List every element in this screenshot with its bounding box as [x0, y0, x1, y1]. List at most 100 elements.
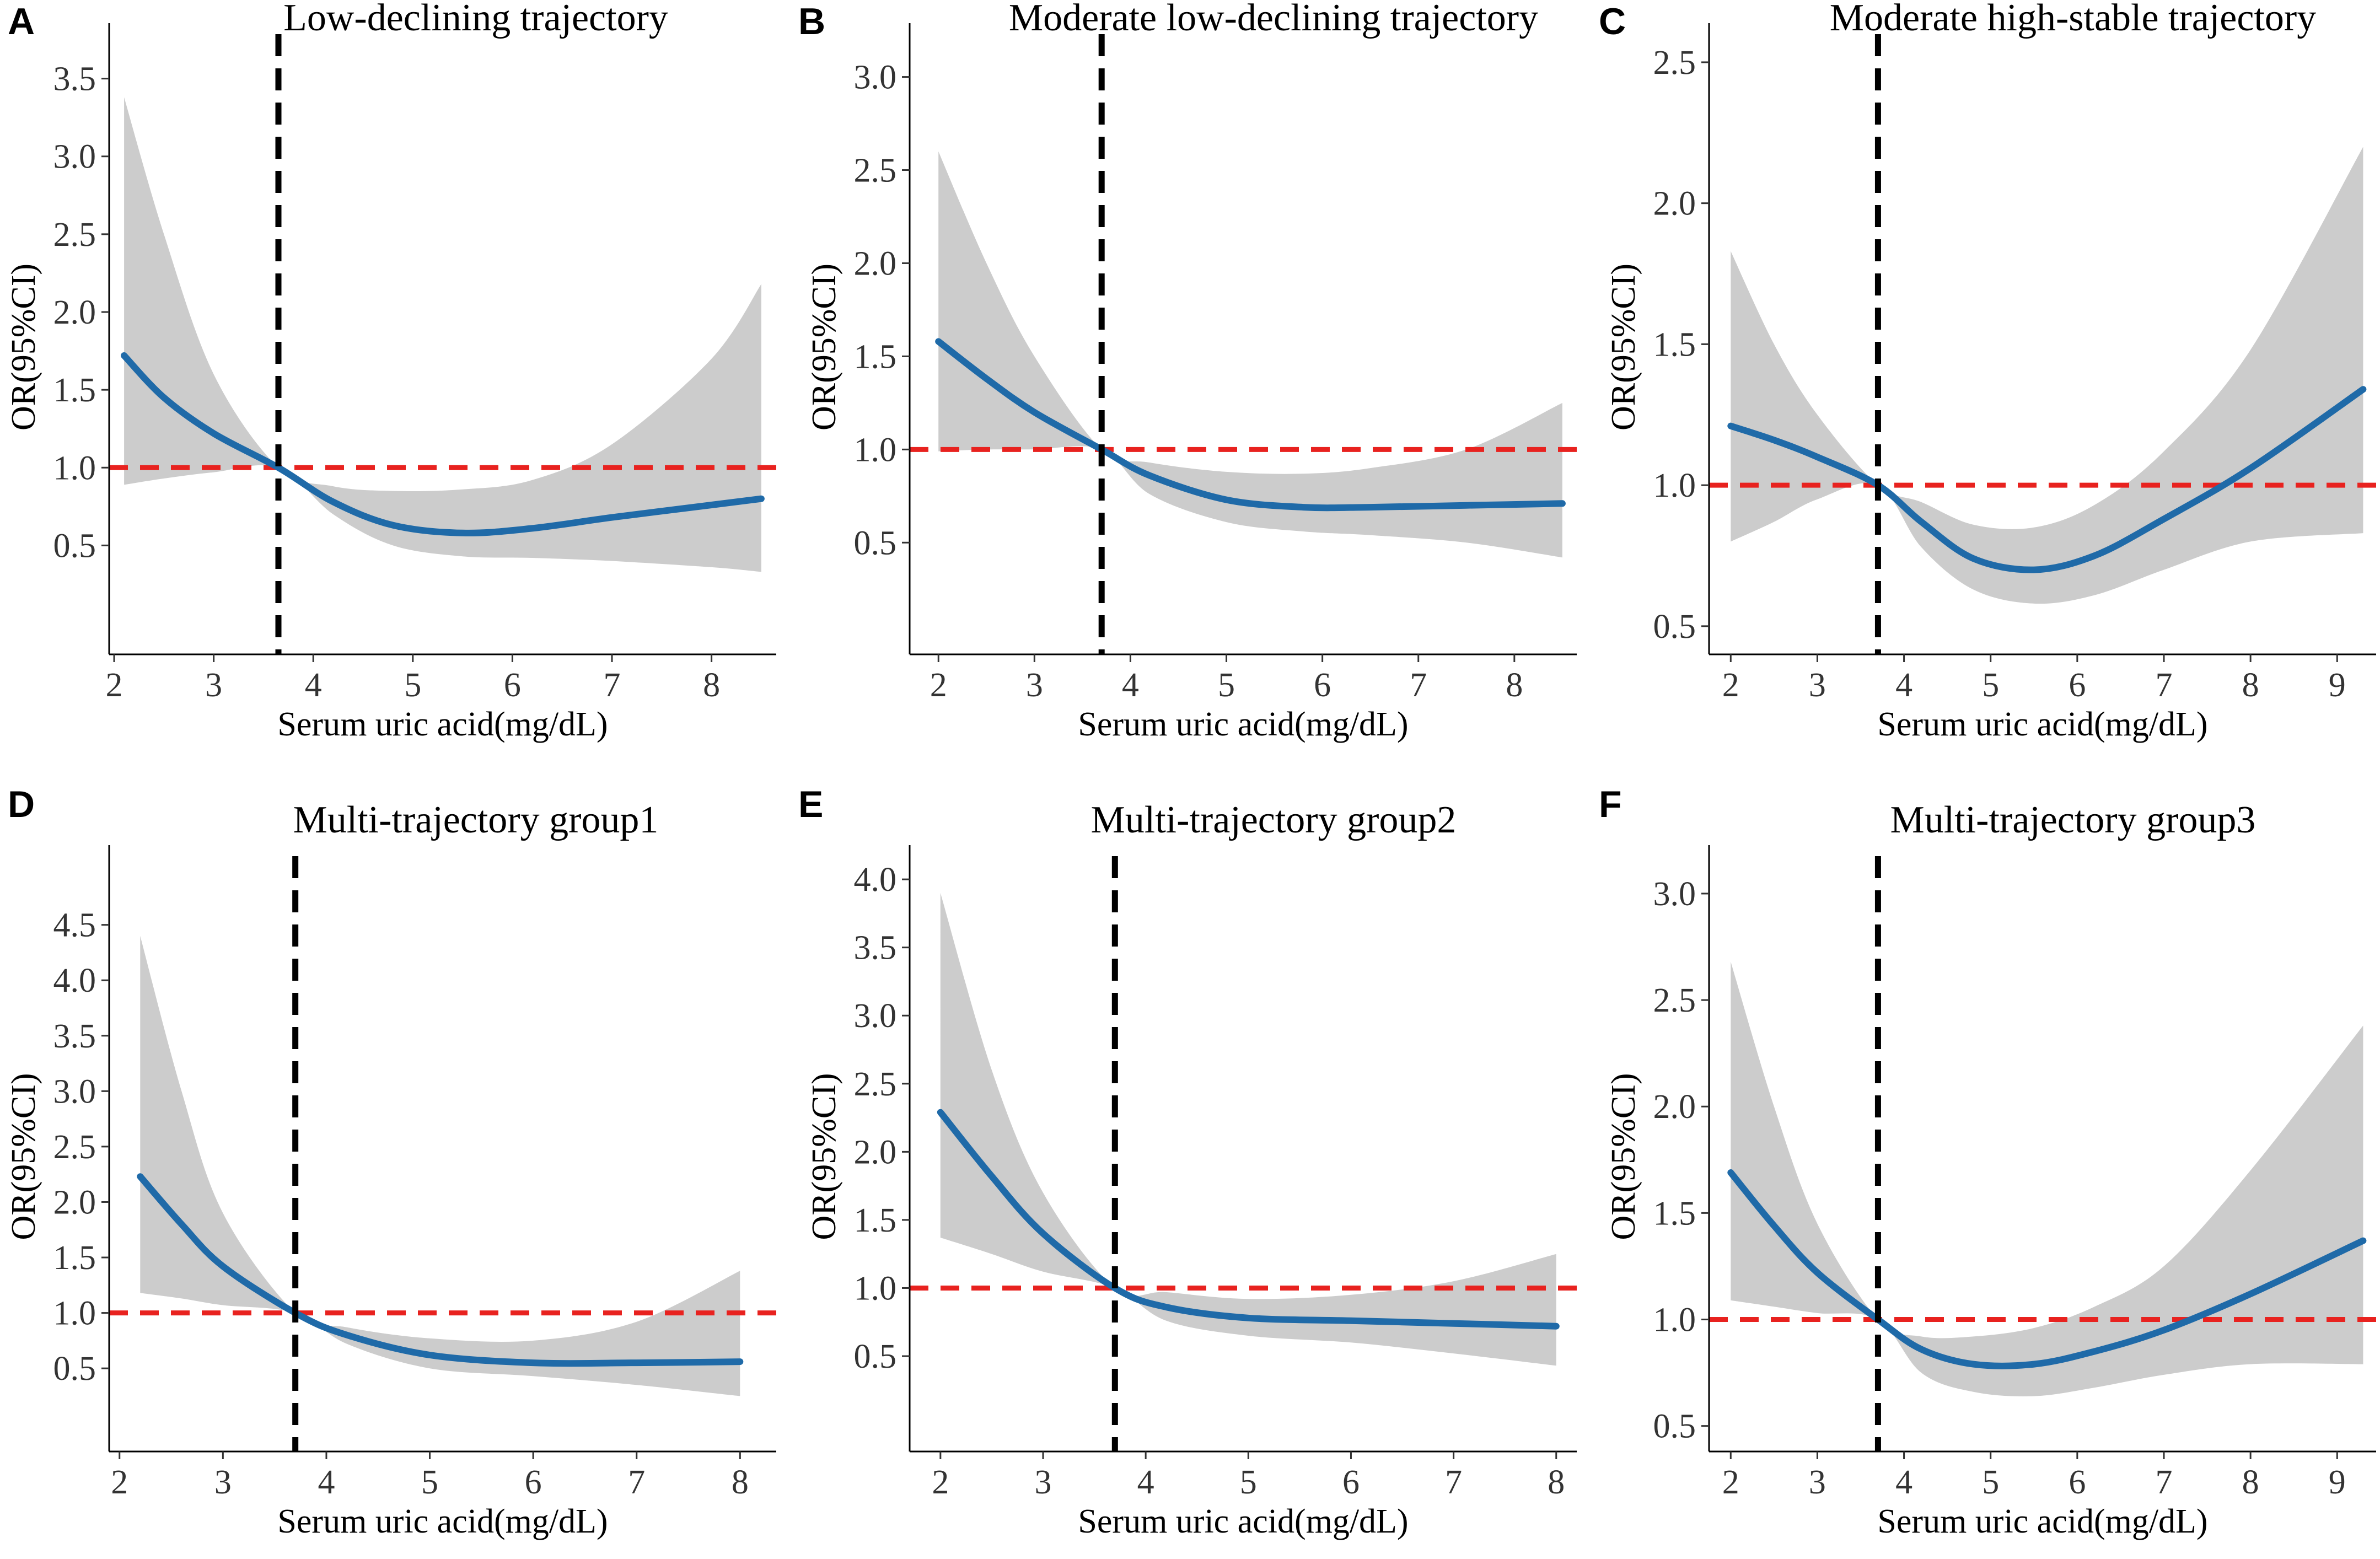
panel-e-x-tick-label: 3 — [1035, 1464, 1052, 1501]
panel-a-y-tick-label: 3.5 — [53, 61, 96, 98]
panel-c-y-tick-label: 1.5 — [1653, 326, 1696, 363]
panel-a-x-tick-label: 8 — [703, 666, 720, 704]
panel-a-or-curve — [121, 352, 765, 536]
panel-a-ci-band — [124, 97, 761, 572]
panel-b-x-tick-label: 4 — [1122, 666, 1139, 704]
panel-a-x-tick-label: 5 — [404, 666, 421, 704]
panel-e-y-tick-label: 4.0 — [854, 861, 897, 899]
panel-d-y-tick-label: 2.0 — [53, 1184, 96, 1221]
panel-f-y-tick-label: 2.0 — [1653, 1088, 1696, 1126]
panel-f-y-tick-label: 3.0 — [1653, 875, 1696, 913]
panel-d-y-tick-label: 3.0 — [53, 1073, 96, 1110]
panel-c-x-tick-label: 8 — [2242, 666, 2259, 704]
panel-c-x-axis-label: Serum uric acid(mg/dL) — [1877, 706, 2207, 743]
panel-e-x-axis-label: Serum uric acid(mg/dL) — [1078, 1503, 1408, 1540]
panel-d-x-tick-label: 7 — [628, 1464, 645, 1501]
panel-e-y-tick-label: 1.5 — [854, 1202, 897, 1239]
panel-a: A Low-declining trajectory 0.5 1.0 1.5 2.0 2.5… — [5, 0, 779, 743]
panel-d-x-tick-label: 3 — [214, 1464, 232, 1501]
panel-c: C Moderate high-stable trajectory 0.5 1.0 1.… — [1599, 0, 2379, 743]
panel-a-x-tick-label: 3 — [205, 666, 222, 704]
panel-c-x-tick-label: 9 — [2329, 666, 2346, 704]
panel-f-letter: F — [1599, 783, 1622, 825]
panel-d-or-curve — [137, 1173, 744, 1367]
panel-b-x-tick-label: 3 — [1026, 666, 1043, 704]
panel-a-y-tick-label: 2.5 — [53, 216, 96, 254]
panel-a-y-tick-label: 0.5 — [53, 527, 96, 565]
panel-f-x-tick-label: 8 — [2242, 1464, 2259, 1501]
panel-c-x-tick-label: 6 — [2069, 666, 2086, 704]
panel-d-x-tick-label: 5 — [421, 1464, 438, 1501]
panel-c-x-tick-label: 2 — [1722, 666, 1739, 704]
panel-f-x-tick-label: 7 — [2156, 1464, 2173, 1501]
panel-c-x-tick-label: 5 — [1982, 666, 1999, 704]
panel-c-or-curve — [1727, 386, 2367, 573]
panel-f: F Multi-trajectory group3 0.5 1.0 1.5 2.0 2.5 3… — [1599, 783, 2379, 1540]
panel-a-letter: A — [8, 1, 35, 42]
panel-f-x-tick-label: 3 — [1809, 1464, 1826, 1501]
panel-f-y-tick-label: 1.0 — [1653, 1302, 1696, 1339]
panel-f-y-axis-label: OR(95%CI) — [1605, 1073, 1642, 1240]
panel-a-x-axis-label: Serum uric acid(mg/dL) — [277, 706, 608, 743]
panel-c-x-tick-label: 4 — [1895, 666, 1912, 704]
panel-e-x-tick-label: 8 — [1548, 1464, 1565, 1501]
panel-a-x-tick-label: 2 — [106, 666, 123, 704]
panel-f-or-curve — [1727, 1169, 2367, 1369]
panel-e-x-tick-label: 2 — [932, 1464, 949, 1501]
panel-b-or-curve — [935, 338, 1566, 512]
panel-e-y-tick-label: 3.0 — [854, 997, 897, 1035]
panel-f-x-tick-label: 6 — [2069, 1464, 2086, 1501]
panel-d-x-tick-label: 6 — [525, 1464, 542, 1501]
panel-b-x-tick-label: 7 — [1410, 666, 1427, 704]
panel-c-title: Moderate high-stable trajectory — [1830, 0, 2316, 39]
panel-c-letter: C — [1599, 1, 1626, 42]
panel-b-y-tick-label: 1.0 — [854, 431, 897, 469]
panel-b-y-tick-label: 2.0 — [854, 245, 897, 282]
panel-a-y-tick-label: 3.0 — [53, 138, 96, 176]
panel-e-y-axis-label: OR(95%CI) — [805, 1073, 843, 1240]
panel-f-x-tick-label: 9 — [2329, 1464, 2346, 1501]
panel-e-x-tick-label: 4 — [1137, 1464, 1154, 1501]
panel-e-title: Multi-trajectory group2 — [1091, 799, 1457, 841]
panel-b-letter: B — [798, 1, 825, 42]
panel-b-x-axis-label: Serum uric acid(mg/dL) — [1078, 706, 1408, 743]
panel-e-x-tick-label: 5 — [1240, 1464, 1257, 1501]
panel-b-x-tick-label: 2 — [930, 666, 947, 704]
panel-b-y-axis-label: OR(95%CI) — [805, 264, 843, 431]
panel-b-x-tick-label: 8 — [1506, 666, 1523, 704]
panel-e-ci-band — [940, 893, 1556, 1366]
panel-f-x-tick-label: 2 — [1722, 1464, 1739, 1501]
panel-a-x-tick-label: 6 — [504, 666, 521, 704]
panel-c-x-tick-label: 7 — [2156, 666, 2173, 704]
panel-b-title: Moderate low-declining trajectory — [1009, 0, 1538, 39]
panel-d-y-tick-label: 4.0 — [53, 962, 96, 999]
panel-d-x-tick-label: 4 — [318, 1464, 335, 1501]
panel-d-y-tick-label: 4.5 — [53, 907, 96, 944]
panel-d-y-tick-label: 2.5 — [53, 1128, 96, 1166]
panel-a-y-tick-label: 1.5 — [53, 372, 96, 409]
panel-d-y-tick-label: 0.5 — [53, 1350, 96, 1388]
panel-f-x-axis-label: Serum uric acid(mg/dL) — [1877, 1503, 2207, 1540]
panel-f-title: Multi-trajectory group3 — [1890, 799, 2256, 841]
panel-e-y-tick-label: 1.0 — [854, 1270, 897, 1307]
panel-f-y-tick-label: 2.5 — [1653, 982, 1696, 1019]
panel-b-y-tick-label: 1.5 — [854, 338, 897, 375]
panel-b-ci-band — [938, 151, 1562, 558]
panel-d-title: Multi-trajectory group1 — [293, 799, 659, 841]
panel-f-y-tick-label: 0.5 — [1653, 1408, 1696, 1445]
panel-d-ci-band — [140, 936, 740, 1396]
panel-c-y-tick-label: 0.5 — [1653, 608, 1696, 646]
panel-f-ci-band — [1731, 961, 2363, 1396]
panel-a-y-tick-label: 2.0 — [53, 294, 96, 331]
panel-d-x-axis-label: Serum uric acid(mg/dL) — [277, 1503, 608, 1540]
panel-b-x-tick-label: 5 — [1218, 666, 1235, 704]
panel-c-ci-band — [1731, 147, 2363, 604]
panel-b-y-tick-label: 3.0 — [854, 59, 897, 96]
panel-d-x-tick-label: 2 — [111, 1464, 128, 1501]
panel-b-x-tick-label: 6 — [1314, 666, 1331, 704]
panel-d: D Multi-trajectory group1 0.5 1.0 1.5 2.0 2.5 3… — [5, 783, 779, 1540]
panel-f-x-tick-label: 4 — [1895, 1464, 1912, 1501]
panel-e-y-tick-label: 3.5 — [854, 929, 897, 967]
panel-c-x-tick-label: 3 — [1809, 666, 1826, 704]
